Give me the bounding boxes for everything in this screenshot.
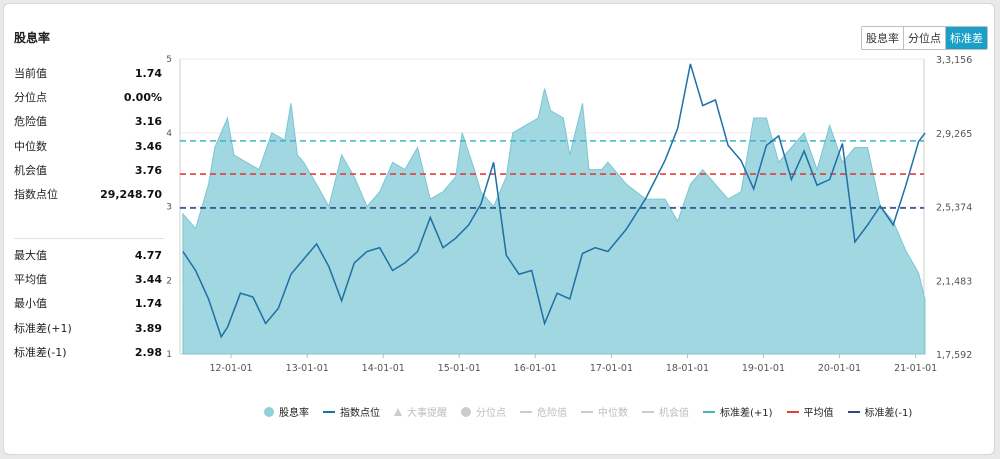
stat-label: 最大值 [14, 249, 47, 262]
stat-value: 3.46 [134, 139, 162, 153]
legend-item-opportunity[interactable]: 机会值 [642, 404, 689, 419]
series-area-dividend-yield [182, 88, 926, 355]
stat-label: 最小值 [14, 297, 47, 311]
stat-label: 平均值 [14, 273, 47, 287]
y-left-tick-label: 5 [166, 55, 172, 65]
y-right-tick-label: 2,5,374 [936, 203, 972, 214]
x-tick-label: 21-01-01 [894, 363, 937, 374]
stat-label: 指数点位 [14, 187, 58, 201]
stat-label: 机会值 [14, 163, 47, 177]
legend-item-dividend-yield[interactable]: 股息率 [264, 404, 309, 419]
y-left-tick-label: 3 [166, 203, 172, 213]
x-tick-label: 16-01-01 [514, 363, 557, 374]
stat-row: 分位点 0.00% [14, 86, 162, 110]
stat-row: 危险值 3.16 [14, 110, 162, 134]
legend-item-std-minus[interactable]: 标准差(-1) [847, 404, 913, 419]
x-tick-label: 18-01-01 [666, 363, 709, 374]
stat-value: 3.89 [134, 321, 162, 335]
y-right-tick-label: 3,3,156 [936, 55, 972, 66]
stat-value: 4.77 [134, 249, 162, 262]
x-tick-label: 13-01-01 [286, 363, 329, 374]
stat-label: 分位点 [14, 91, 47, 105]
legend-label: 指数点位 [340, 408, 380, 419]
legend-label: 中位数 [598, 408, 628, 419]
x-tick-label: 15-01-01 [438, 363, 481, 374]
tab-dividend-yield[interactable]: 股息率 [862, 27, 903, 49]
stat-row: 标准差(+1) 3.89 [14, 317, 162, 341]
chart-card: 股息率 股息率 分位点 标准差 当前值 1.74 分位点 0.00% 危险值 3.16… [3, 3, 995, 455]
legend-item-danger[interactable]: 危险值 [520, 404, 567, 419]
stat-row: 中位数 3.46 [14, 135, 162, 159]
legend-item-median[interactable]: 中位数 [581, 404, 628, 419]
legend-dash-icon [703, 410, 715, 413]
x-tick-label: 20-01-01 [818, 363, 861, 374]
legend-dash-icon [786, 410, 799, 413]
legend-label: 危险值 [537, 408, 567, 419]
stat-row: 标准差(-1) 2.98 [14, 341, 162, 365]
x-tick-label: 19-01-01 [742, 363, 785, 374]
stat-label: 标准差(+1) [14, 321, 72, 335]
legend-dash-icon [847, 410, 860, 413]
stat-label: 中位数 [14, 139, 47, 153]
legend-dash-icon [581, 410, 593, 413]
stat-label: 危险值 [14, 115, 47, 129]
stat-value: 1.74 [134, 67, 162, 80]
stat-value: 3.76 [134, 163, 162, 177]
y-right-tick-label: 2,9,265 [936, 129, 972, 140]
y-right-tick-label: 2,1,483 [936, 276, 972, 287]
legend-dot-icon [461, 406, 471, 417]
stat-value: 3.16 [134, 115, 162, 129]
legend-item-mean[interactable]: 平均值 [786, 404, 834, 419]
y-left-tick-label: 2 [166, 276, 172, 286]
stat-row: 最小值 1.74 [14, 292, 162, 316]
stats-panel-bottom: 最大值 4.77 平均值 3.44 最小值 1.74 标准差(+1) 3.89 标准差(… [14, 244, 162, 365]
stat-label: 当前值 [14, 67, 47, 80]
legend-label: 大事提醒 [407, 408, 447, 419]
stat-value: 3.44 [134, 273, 162, 287]
legend-triangle-icon [394, 407, 402, 416]
stat-value: 2.98 [134, 345, 162, 359]
stat-value: 29,248.70 [100, 187, 162, 201]
legend-dot-icon [264, 406, 274, 417]
legend-label: 分位点 [476, 408, 506, 419]
stat-row: 当前值 1.74 [14, 62, 162, 86]
legend-item-index-level[interactable]: 指数点位 [323, 404, 380, 419]
stat-row: 平均值 3.44 [14, 268, 162, 292]
legend-label: 标准差(-1) [864, 408, 913, 419]
legend-label: 机会值 [659, 408, 689, 419]
chart-title: 股息率 [14, 31, 51, 45]
x-tick-label: 17-01-01 [590, 363, 633, 374]
tab-std-dev[interactable]: 标准差 [945, 27, 987, 49]
legend-dash-icon [520, 410, 532, 413]
stats-divider [14, 238, 164, 239]
legend-item-percentile[interactable]: 分位点 [461, 404, 506, 419]
legend-label: 平均值 [803, 408, 834, 419]
stat-row: 机会值 3.76 [14, 159, 162, 183]
series-line-index-level [182, 63, 926, 339]
stat-value: 1.74 [134, 297, 162, 311]
legend-line-icon [323, 410, 335, 413]
legend-dash-icon [642, 410, 654, 413]
y-left-tick-label: 1 [166, 350, 172, 360]
stat-row: 指数点位 29,248.70 [14, 183, 162, 207]
legend-item-std-plus[interactable]: 标准差(+1) [703, 404, 773, 419]
x-tick-label: 12-01-01 [209, 363, 252, 374]
metric-tabs: 股息率 分位点 标准差 [861, 26, 988, 50]
stats-panel-top: 当前值 1.74 分位点 0.00% 危险值 3.16 中位数 3.46 机会值 3.76… [14, 62, 162, 207]
legend-item-events[interactable]: 大事提醒 [394, 404, 447, 419]
tab-percentile[interactable]: 分位点 [903, 27, 945, 49]
legend-label: 股息率 [279, 408, 309, 419]
y-right-tick-label: 1,7,592 [936, 350, 972, 361]
stat-row: 最大值 4.77 [14, 244, 162, 268]
stat-value: 0.00% [123, 91, 162, 105]
legend-label: 标准差(+1) [720, 408, 773, 419]
chart-legend: 股息率 指数点位 大事提醒 分位点 危险值 中位数 机会值 标准差(+1) 平均… [264, 404, 912, 419]
y-left-tick-label: 4 [166, 129, 172, 139]
x-tick-label: 14-01-01 [362, 363, 405, 374]
stat-label: 标准差(-1) [14, 345, 67, 359]
